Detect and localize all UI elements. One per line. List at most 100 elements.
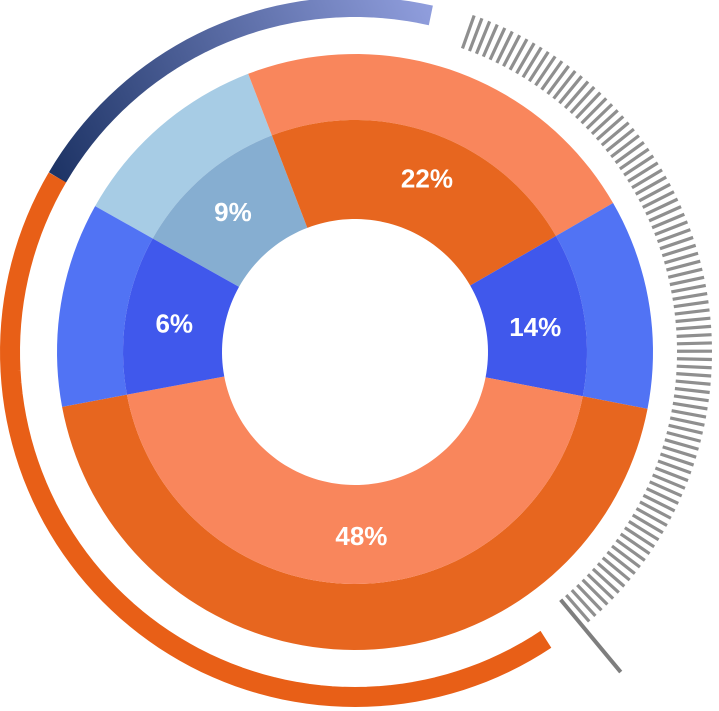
tick-mark [502,34,522,68]
tick-mark [642,493,676,513]
segment-label-48: 48% [335,521,387,551]
segment-inner-band [271,120,556,286]
tick-mark [676,324,712,331]
segment-48 [62,376,648,650]
tick-mark [649,480,683,498]
tick-mark [663,251,699,265]
tick-mark [623,526,656,549]
segment-22 [248,54,614,286]
tick-mark [648,205,682,223]
navy-gradient-arc [48,0,433,183]
tick-mark [623,154,655,177]
tick-mark [676,333,712,338]
tick-mark [645,487,679,505]
tick-mark [669,275,705,287]
tick-mark [563,80,590,110]
tick-mark [628,520,660,542]
tick-mark [546,65,570,95]
tick-mark [534,55,557,87]
tick-mark [635,507,668,527]
tick-mark [474,20,492,55]
tick-mark [672,291,708,301]
segment-outer-band [62,394,648,650]
tick-mark [618,147,650,171]
tick-mark [676,357,712,362]
tick-mark [666,259,701,272]
tick-mark [631,168,663,190]
segment-outer-band [555,203,653,409]
tick-mark [671,409,707,419]
tick-mark [673,394,709,403]
tick-mark [668,423,704,435]
segment-label-14: 14% [509,312,561,342]
segment-label-6: 6% [155,309,193,339]
tick-mark [675,316,711,324]
tick-mark [656,228,691,244]
tick-mark [515,42,536,75]
tick-mark [552,70,577,100]
tick-mark [639,500,672,520]
segment-9 [95,73,308,287]
tick-mark [590,109,619,136]
tick-mark [673,300,709,309]
segment-outer-band [248,54,614,236]
segment-14 [470,203,653,409]
segment-label-9: 9% [214,197,252,227]
segment-inner-band [470,236,587,397]
tick-mark [576,583,603,612]
tick-mark [558,75,583,105]
orange-arc [0,172,552,708]
tick-mark [645,197,679,216]
tick-mark [606,550,636,575]
tick-mark [508,38,529,71]
tick-mark [627,161,659,183]
tick-mark [569,85,596,115]
tick-mark [596,562,626,588]
tick-mark [527,50,550,83]
tick-mark [521,46,543,79]
tick-mark [610,134,640,159]
tick-mark [611,544,641,569]
segment-labels: 9% 22% 14% 48% 6% [155,164,561,552]
tick-mark [676,341,712,346]
tick-mark [565,593,591,623]
tick-mark [575,91,602,120]
segment-outer-band [95,73,272,239]
decor-arcs [0,0,552,708]
tick-mark [481,23,499,58]
pie-segments [57,54,653,650]
tick-mark [615,538,646,562]
tick-mark [654,466,689,483]
pointer-line [559,598,623,674]
tick-mark [674,308,710,316]
tick-mark [671,283,707,294]
tick-mark [488,27,507,61]
tick-mark [600,121,630,147]
tick-mark [638,182,671,203]
tick-mark [676,372,712,378]
tick-mark [651,212,685,230]
segment-6 [57,206,240,407]
segment-outer-band [57,206,153,407]
tick-mark [662,445,697,459]
tick-mark [595,115,625,141]
tick-mark [619,532,651,555]
tick-mark [591,567,620,594]
tick-mark [672,401,708,411]
tick-mark [585,103,614,130]
tick-mark [659,235,694,251]
tick-mark [614,140,645,165]
tick-mark [581,578,609,606]
tick-mark [580,97,608,125]
tick-mark [664,438,699,451]
tick-mark [467,17,484,52]
tick-mark [666,430,702,443]
tick-mark [674,386,710,395]
tick-mark [460,14,476,50]
tick-mark [641,190,675,209]
tick-mark [540,60,564,91]
tick-mark [651,473,686,490]
tick-mark [605,127,635,153]
